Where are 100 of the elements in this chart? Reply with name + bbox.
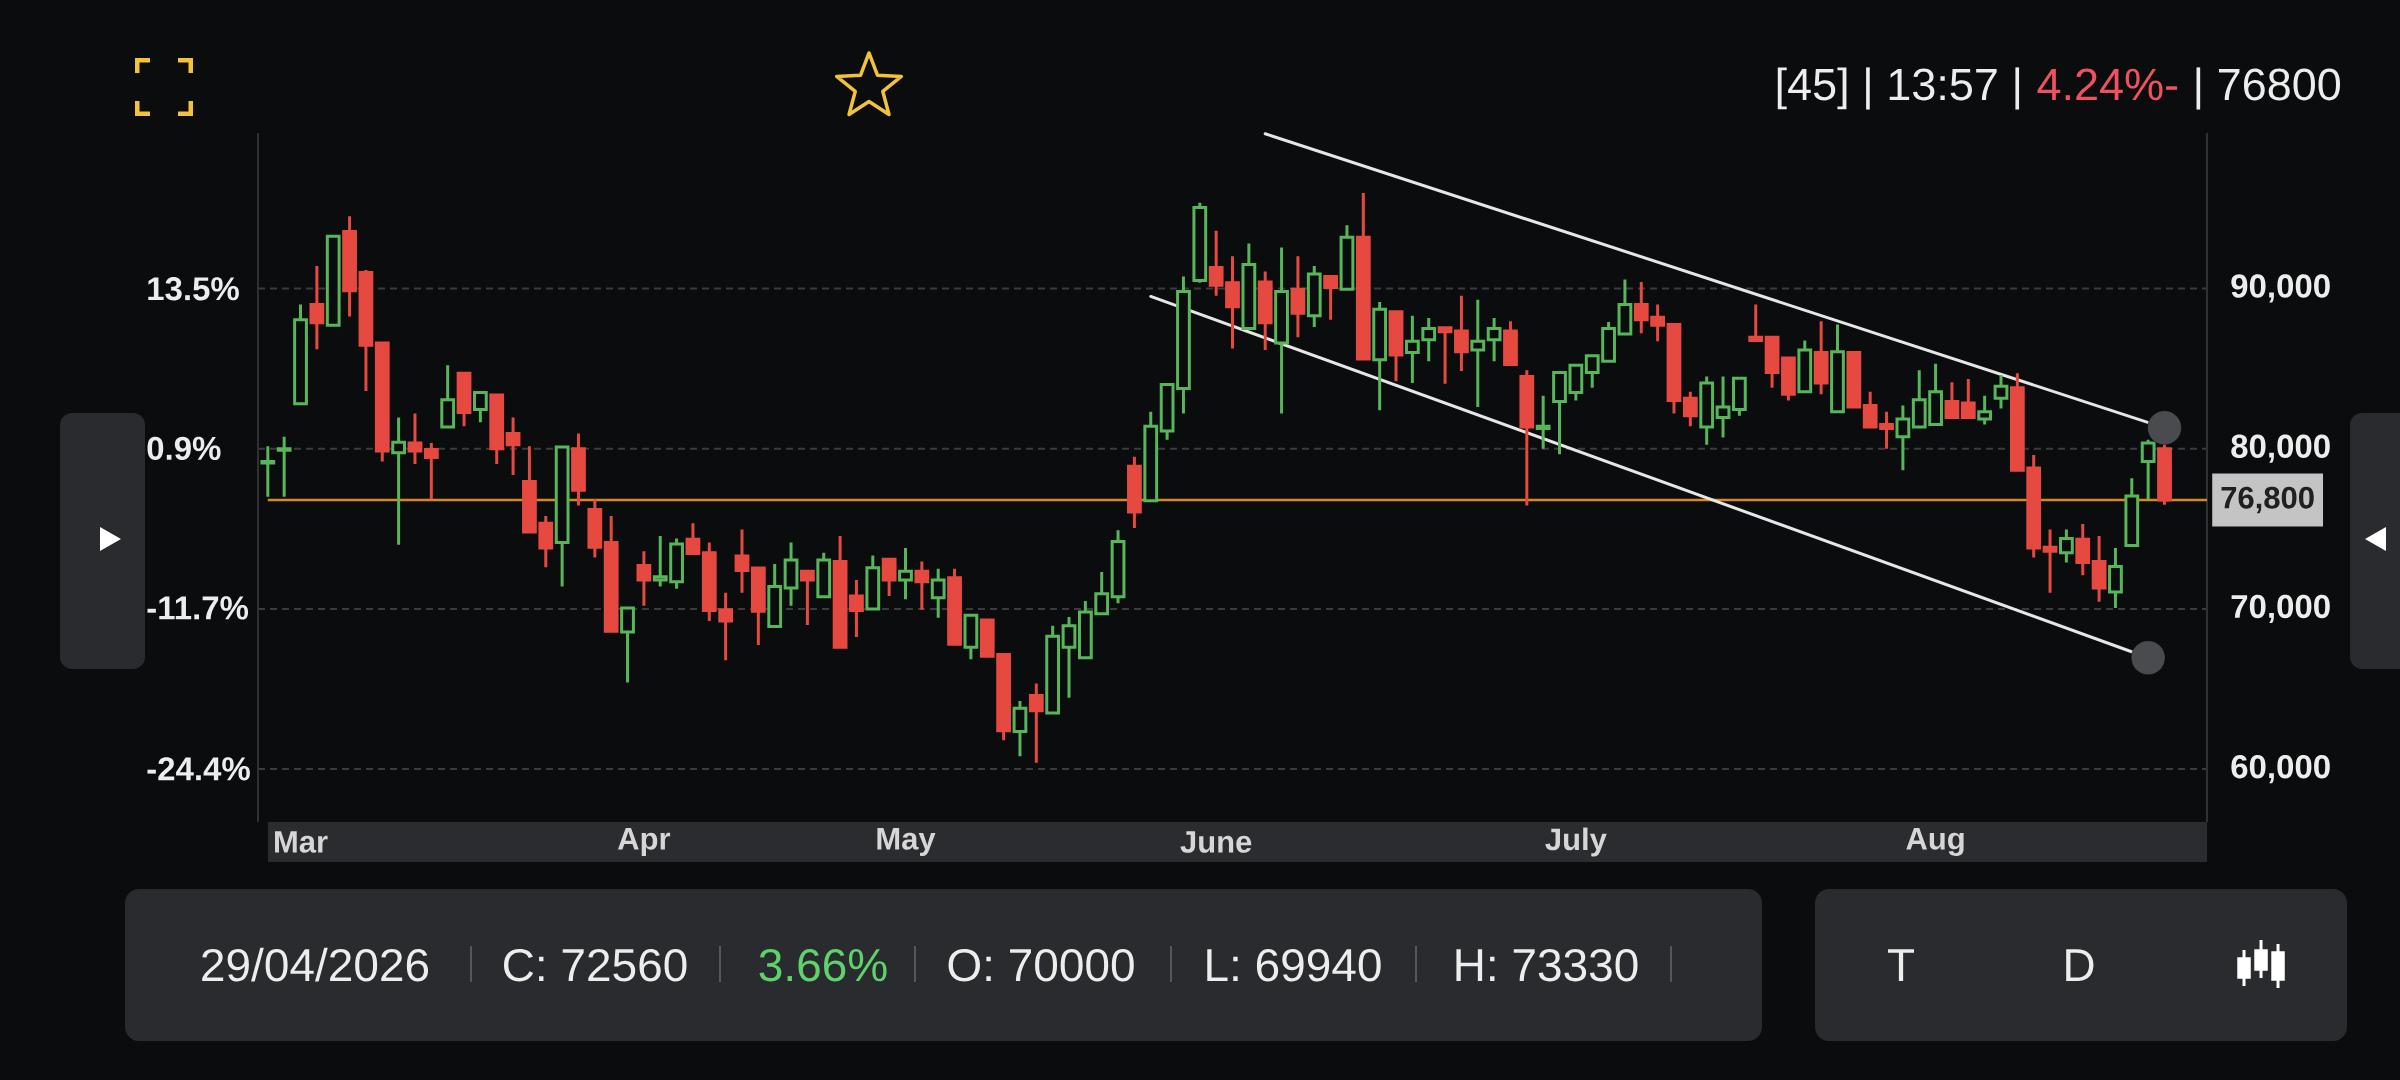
x-tick-label: May: [877, 828, 936, 856]
candlestick: [603, 514, 619, 633]
candlestick: [2091, 534, 2107, 604]
candlestick: [750, 566, 766, 647]
text: [45] | 13:57 |: [1777, 67, 2020, 110]
candlestick: [1830, 322, 1845, 414]
y2-tick-label: 13.5%: [148, 277, 239, 301]
candlestick: [1813, 319, 1829, 396]
candlestick: [1519, 368, 1535, 508]
y-tick-label: 80,000: [2231, 434, 2330, 463]
candlestick: [816, 551, 832, 599]
candlestick: [1241, 242, 1257, 330]
candlestick: [881, 557, 897, 598]
candlestick: [930, 567, 946, 620]
candlestick: [489, 393, 505, 466]
y2-tick-label: 0.9%: [147, 436, 221, 461]
candlestick: [1274, 246, 1289, 415]
candlestick: [849, 578, 864, 639]
text: H: 73330: [1456, 948, 1638, 982]
candlestick: [1290, 254, 1306, 339]
candlestick: [1012, 699, 1028, 758]
y-tick-label: 90,000: [2231, 274, 2330, 303]
candlestick: [1437, 326, 1453, 386]
candlestick: [734, 528, 750, 595]
candlestick: [1732, 376, 1747, 418]
text: 3.66%: [759, 948, 887, 982]
text: C: 72560: [504, 948, 687, 982]
candlestick: [1257, 270, 1273, 352]
candlestick: [1388, 310, 1404, 383]
candlestick: [1454, 294, 1469, 373]
y2-tick-label: -11.7%: [147, 596, 249, 620]
candlestick: [293, 302, 308, 406]
candlestick: [571, 431, 586, 508]
candlestick: [767, 562, 783, 629]
candlestick: [1617, 278, 1633, 336]
candlestick: [472, 391, 488, 424]
candlestick: [2042, 528, 2058, 595]
candlestick: [1960, 377, 1976, 419]
y2-tick-label: -24.4%: [147, 757, 250, 781]
candlestick: [325, 234, 341, 327]
candlestick: [1339, 223, 1355, 291]
candlestick: [374, 341, 390, 463]
candlestick: [1323, 274, 1338, 322]
text: 29/04/2026: [202, 947, 429, 982]
x-tick-label: Apr: [617, 828, 671, 856]
y-tick-label: 60,000: [2231, 755, 2330, 784]
x-tick-label: June: [1180, 831, 1252, 853]
candlestick: [685, 521, 701, 556]
candlestick: [1781, 356, 1796, 403]
candlestick: [1061, 615, 1077, 700]
candlestick: [1470, 298, 1486, 409]
candlestick: [1306, 264, 1322, 329]
candlestick: [1045, 624, 1061, 715]
candlestick: [2108, 546, 2123, 610]
candlestick: [1682, 390, 1698, 428]
candlestick: [1503, 319, 1518, 367]
text: | 76800: [2196, 67, 2341, 110]
candlestick: [456, 371, 472, 428]
candlestick: [1159, 383, 1175, 442]
candlestick: [391, 415, 407, 547]
text: T: [1888, 949, 1915, 981]
candlestick: [636, 549, 652, 608]
x-tick-label: July: [1545, 827, 1607, 857]
candlestick: [1192, 201, 1208, 285]
candlestick: [342, 214, 357, 318]
candlestick: [1535, 394, 1551, 451]
candlestick: [963, 613, 979, 661]
candlestick: [407, 411, 423, 466]
candlestick: [505, 415, 521, 477]
candlestick: [276, 435, 292, 499]
candlestick: [1846, 351, 1862, 409]
candlestick: [2124, 476, 2140, 548]
text: L: 69940: [1207, 948, 1381, 982]
candlestick: [1748, 302, 1764, 342]
candlestick: [1797, 339, 1813, 394]
text: 4.24%-: [2037, 68, 2178, 101]
candlestick: [1993, 373, 2009, 411]
candlestick: [1977, 394, 1993, 427]
candlestick: [914, 560, 930, 612]
candlestick: [1028, 681, 1044, 765]
candlestick: [1127, 455, 1142, 530]
candlestick: [1895, 403, 1911, 472]
candlestick: [1372, 300, 1388, 412]
candlestick: [423, 441, 439, 501]
candlestick: [1355, 191, 1371, 361]
candlestick: [1666, 322, 1682, 415]
y-tick-label: 70,000: [2231, 594, 2330, 623]
candlestick: [2059, 528, 2074, 564]
x-tick-label: Aug: [1906, 828, 1964, 856]
candlestick: [1110, 528, 1126, 605]
candlestick: [1143, 410, 1159, 503]
text: D: [2066, 949, 2094, 981]
candlestick: [440, 363, 456, 429]
candlestick: [2075, 522, 2091, 577]
candlestick: [1764, 335, 1780, 390]
candlestick: [1944, 380, 1960, 419]
candlestick: [1176, 274, 1191, 415]
candlestick: [947, 567, 962, 646]
candlestick: [554, 445, 570, 588]
candlestick: [1486, 316, 1502, 363]
